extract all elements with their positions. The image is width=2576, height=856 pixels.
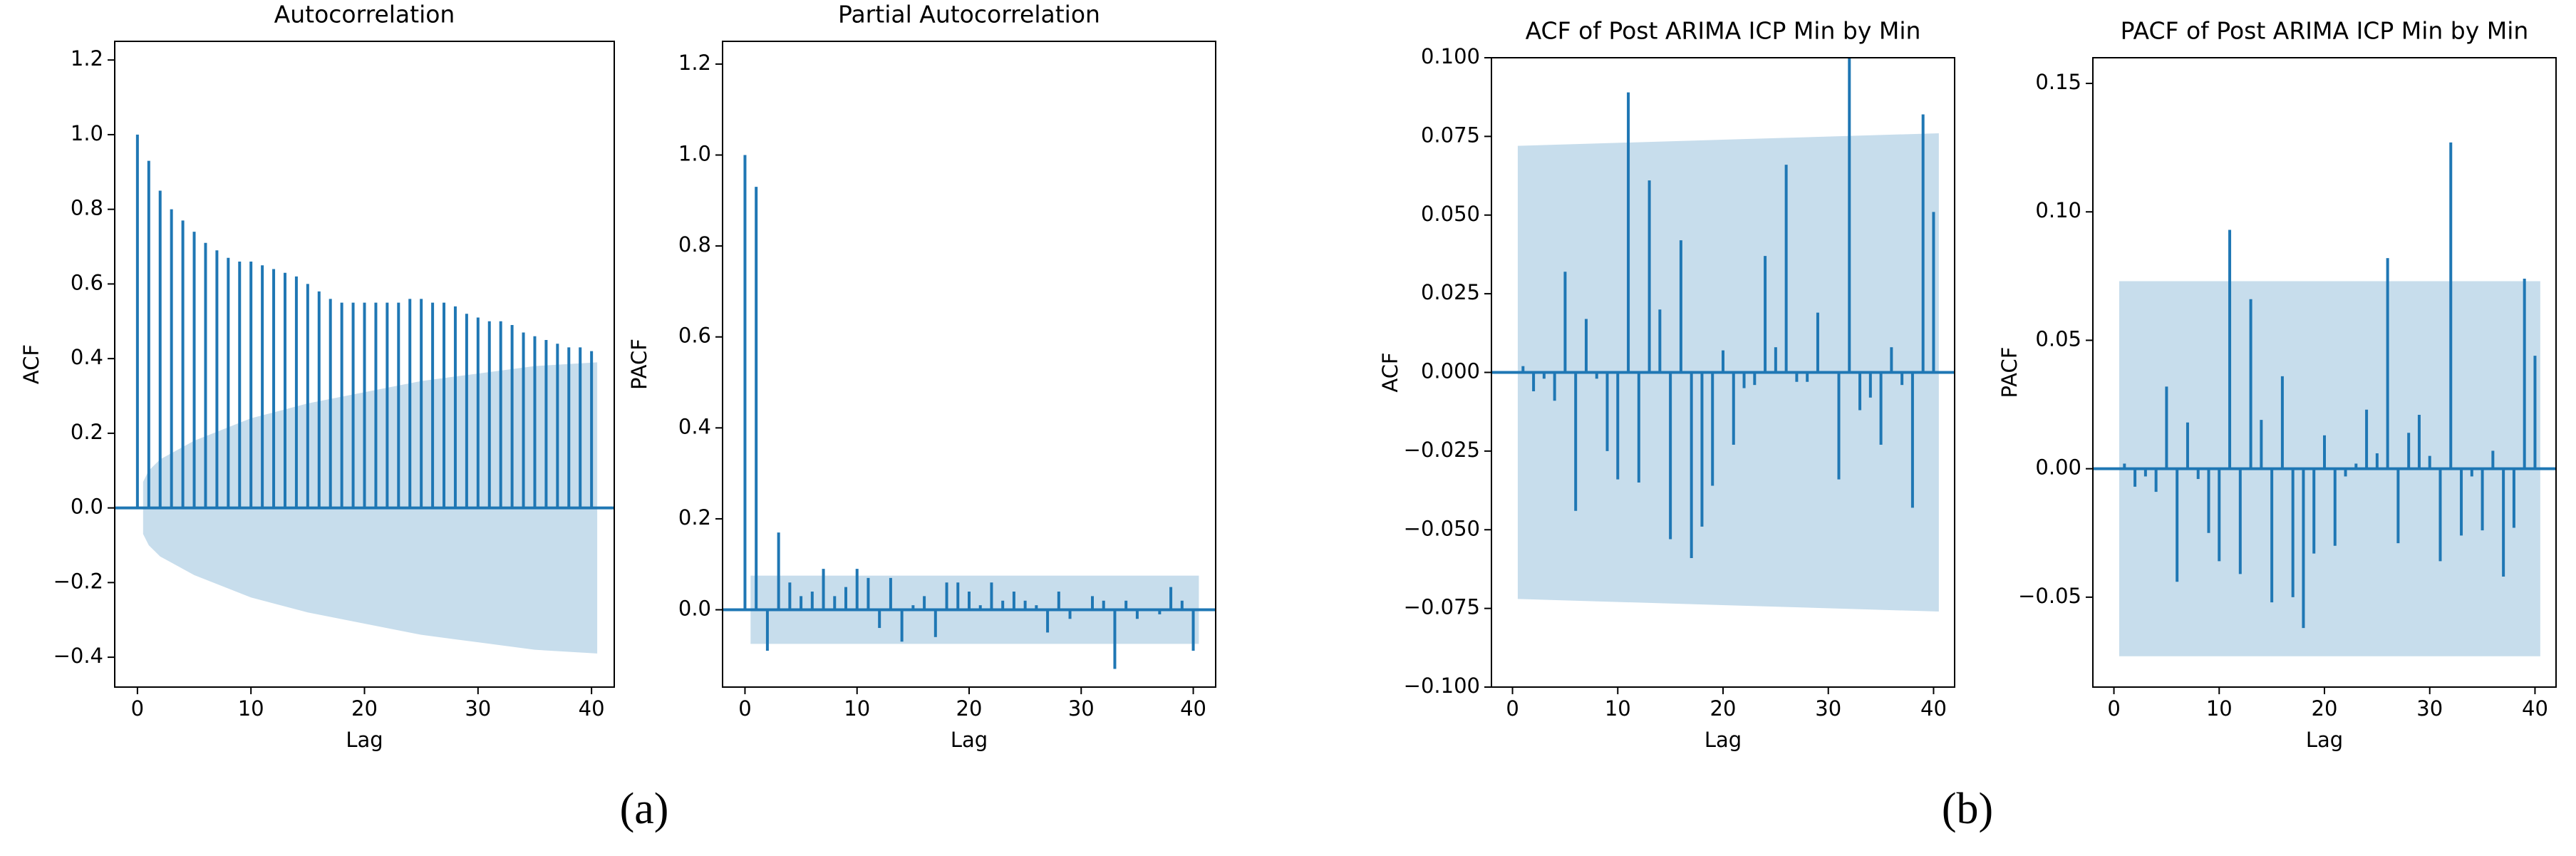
y-tick-label: 0.4 (71, 345, 103, 369)
x-tick-label: 40 (2522, 696, 2548, 721)
y-tick-label: 0.6 (71, 270, 103, 294)
y-axis-label: ACF (1378, 352, 1402, 392)
caption: (b) (1942, 785, 1993, 833)
x-tick-label: 10 (1605, 696, 1631, 721)
y-tick-label: −0.050 (1404, 516, 1480, 540)
x-tick-label: 20 (1710, 696, 1737, 721)
y-tick-label: 0.05 (2035, 326, 2081, 351)
y-tick-label: −0.05 (2018, 584, 2081, 608)
x-tick-label: 0 (738, 696, 751, 721)
y-tick-label: −0.025 (1404, 438, 1480, 462)
x-tick-label: 20 (956, 696, 983, 721)
y-tick-label: 0.075 (1421, 123, 1480, 147)
y-tick-label: −0.2 (53, 569, 103, 593)
y-tick-label: 1.2 (678, 51, 711, 75)
x-tick-label: 10 (2206, 696, 2233, 721)
y-tick-label: 0.000 (1421, 359, 1480, 383)
y-axis-label: ACF (19, 344, 43, 384)
x-tick-label: 40 (1920, 696, 1947, 721)
y-tick-label: 0.00 (2035, 455, 2081, 480)
x-axis-label: Lag (951, 728, 988, 752)
caption: (a) (620, 785, 669, 833)
chart-title: PACF of Post ARIMA ICP Min by Min (2121, 17, 2529, 45)
y-tick-label: 0.0 (71, 495, 103, 519)
chart-title: Autocorrelation (274, 1, 455, 29)
y-tick-label: 0.8 (71, 196, 103, 220)
x-tick-label: 30 (1815, 696, 1841, 721)
y-tick-label: 0.10 (2035, 198, 2081, 222)
y-axis-label: PACF (627, 339, 651, 390)
chart-title: ACF of Post ARIMA ICP Min by Min (1526, 17, 1921, 45)
y-tick-label: 0.050 (1421, 202, 1480, 226)
y-axis-label: PACF (1997, 347, 2022, 398)
y-tick-label: 1.0 (71, 121, 103, 145)
y-tick-label: −0.075 (1404, 595, 1480, 619)
y-tick-label: 0.100 (1421, 44, 1480, 68)
x-tick-label: 30 (465, 696, 491, 721)
x-tick-label: 30 (2416, 696, 2443, 721)
x-tick-label: 0 (131, 696, 144, 721)
y-tick-label: 0.0 (678, 597, 711, 621)
y-tick-label: 0.4 (678, 414, 711, 438)
x-axis-label: Lag (1705, 728, 1742, 752)
y-tick-label: 0.6 (678, 324, 711, 348)
x-tick-label: 40 (579, 696, 605, 721)
x-axis-label: Lag (2306, 728, 2343, 752)
x-tick-label: 0 (2107, 696, 2120, 721)
y-tick-label: −0.4 (53, 644, 103, 668)
chart-title: Partial Autocorrelation (838, 1, 1100, 29)
x-axis-label: Lag (346, 728, 383, 752)
y-tick-label: 0.15 (2035, 70, 2081, 94)
x-tick-label: 10 (844, 696, 870, 721)
x-tick-label: 10 (238, 696, 264, 721)
x-tick-label: 20 (2312, 696, 2338, 721)
y-tick-label: 0.025 (1421, 280, 1480, 304)
y-tick-label: 1.0 (678, 142, 711, 166)
y-tick-label: 1.2 (71, 46, 103, 71)
y-tick-label: 0.2 (678, 505, 711, 530)
y-tick-label: −0.100 (1404, 674, 1480, 698)
x-tick-label: 30 (1068, 696, 1095, 721)
y-tick-label: 0.2 (71, 420, 103, 444)
x-tick-label: 0 (1506, 696, 1519, 721)
y-tick-label: 0.8 (678, 232, 711, 257)
x-tick-label: 20 (351, 696, 378, 721)
x-tick-label: 40 (1180, 696, 1206, 721)
